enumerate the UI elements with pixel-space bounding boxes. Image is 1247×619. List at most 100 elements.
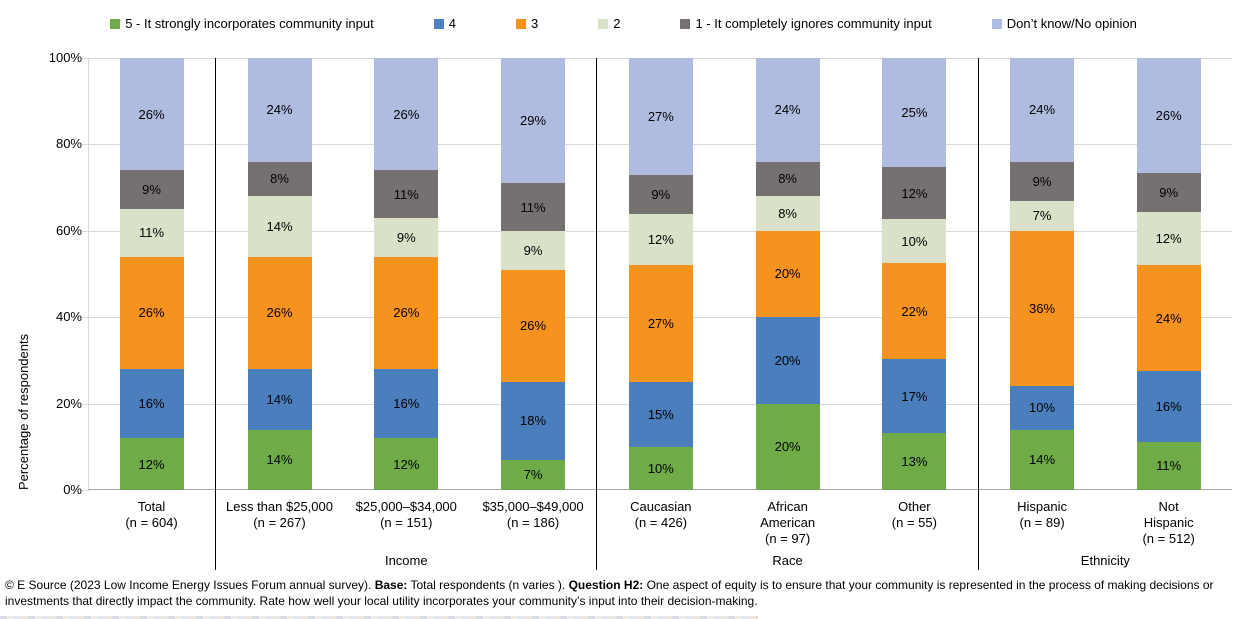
- bar-slot: 14% 14% 26% 14% 8% 24% Less than $25,000 (n = 2…: [216, 57, 343, 531]
- footnote-text: One aspect of equity is to ensure that y…: [5, 578, 1214, 608]
- bar-slot: 7% 18% 26% 9% 11% 29% $35,000–$49,000 (n = 186): [470, 58, 597, 531]
- bar-segment-label: 12%: [1155, 231, 1182, 247]
- chart-section-income: 14% 14% 26% 14% 8% 24% Less than $25,000 (n = 2…: [215, 57, 597, 570]
- bar-segment: 26%: [119, 256, 184, 370]
- bar-segment: 36%: [1010, 230, 1075, 387]
- bar-segment: 20%: [755, 230, 820, 318]
- bar-segment-label: 20%: [774, 266, 801, 282]
- bar-segment: 14%: [247, 429, 312, 490]
- bar-segment-label: 26%: [138, 305, 165, 321]
- bar-segment-label: 9%: [1159, 184, 1179, 200]
- bar-segment-label: 14%: [266, 391, 293, 407]
- bar-segment-label: 12%: [647, 231, 674, 247]
- bar-segment-label: 7%: [1032, 208, 1052, 224]
- bar-slot: 13% 17% 22% 10% 12% 25% Other (n = 55): [851, 57, 978, 547]
- bar-segment: 24%: [247, 57, 312, 162]
- legend-swatch-icon: [680, 18, 691, 29]
- bar-segment-label: 27%: [647, 108, 674, 124]
- stacked-bar: 11% 16% 24% 12% 9% 26%: [1136, 58, 1201, 490]
- bar-segment: 9%: [1010, 161, 1075, 201]
- bar-segment-label: 9%: [651, 186, 671, 202]
- bar-segment-label: 26%: [138, 106, 165, 122]
- bar-segment-label: 10%: [647, 460, 674, 476]
- cropped-content-strip: [0, 616, 758, 619]
- bar-segment: 18%: [501, 382, 566, 460]
- y-tick-label: 0%: [63, 482, 82, 497]
- bar-segment-label: 11%: [139, 225, 165, 241]
- legend-item: 5 - It strongly incorporates community i…: [110, 16, 374, 31]
- y-tick-label: 20%: [55, 395, 82, 411]
- footnote-bold-text: Base:: [374, 578, 408, 592]
- bar-slot: 11% 16% 24% 12% 9% 26% Not Hispanic (n = 512): [1105, 58, 1232, 547]
- bar-segment: 8%: [755, 196, 820, 231]
- bar-segment: 24%: [1010, 58, 1075, 162]
- bar-segment-label: 7%: [523, 467, 543, 483]
- y-axis-tickmark: [82, 317, 89, 319]
- bar-segment: 24%: [1136, 265, 1201, 371]
- legend-swatch-icon: [110, 18, 121, 29]
- bar-segment-label: 16%: [138, 396, 165, 412]
- bar-segment: 27%: [628, 265, 693, 382]
- bar-segment: 12%: [1136, 212, 1201, 266]
- bar-segment: 7%: [501, 459, 566, 490]
- group-label: Income: [384, 553, 428, 568]
- legend-swatch-icon: [515, 18, 526, 29]
- bar-segment-label: 16%: [1155, 398, 1182, 414]
- bar-slot: 12% 16% 26% 9% 11% 26% $25,000–$34,000 (n = 151…: [343, 58, 470, 531]
- bar-segment: 25%: [882, 57, 947, 168]
- bar-segment: 14%: [1010, 429, 1075, 490]
- group-label: Race: [772, 553, 803, 568]
- bar-segment: 17%: [882, 359, 947, 434]
- bar-segment: 15%: [628, 382, 693, 447]
- stacked-bar: 20% 20% 20% 8% 8% 24%: [755, 57, 820, 490]
- category-label: $25,000–$34,000 (n = 151): [355, 499, 457, 530]
- bar-segment: 29%: [501, 58, 566, 184]
- bar-segment-label: 8%: [778, 206, 797, 221]
- y-axis-ticks: 100% 80% 60% 40% 20% 0%: [34, 50, 82, 497]
- y-axis-tickmark: [82, 58, 89, 59]
- category-label: Less than $25,000 (n = 267): [226, 499, 333, 530]
- bar-slot: 20% 20% 20% 8% 8% 24% African American (n = 97): [724, 57, 851, 547]
- bar-segment: 10%: [882, 219, 947, 264]
- category-label: African American (n = 97): [760, 499, 816, 546]
- bar-segment: 8%: [247, 161, 312, 197]
- category-label: Hispanic (n = 89): [1017, 499, 1067, 530]
- bar-segment-label: 9%: [142, 182, 161, 198]
- stacked-bar: 13% 17% 22% 10% 12% 25%: [882, 57, 947, 490]
- legend-swatch-icon: [433, 18, 444, 29]
- bar-segment: 14%: [247, 196, 312, 257]
- chart-section-race: 10% 15% 27% 12% 9% 27% Caucasian (n = 426) 20% 20…: [596, 57, 978, 570]
- legend-label: 5 - It strongly incorporates community i…: [125, 16, 374, 31]
- bar-segment: 16%: [374, 369, 439, 439]
- bar-segment-label: 9%: [523, 242, 543, 258]
- chart-section-ethnicity: 14% 10% 36% 7% 9% 24% Hispanic (n = 89) 11% 16% 24…: [977, 58, 1232, 570]
- bar-segment-label: 10%: [1029, 400, 1056, 416]
- bar-slot: 14% 10% 36% 7% 9% 24% Hispanic (n = 89): [979, 58, 1106, 547]
- bar-segment-label: 14%: [266, 218, 293, 234]
- legend-item: 2: [598, 16, 620, 31]
- bar-segment-label: 26%: [393, 106, 420, 122]
- legend-swatch-icon: [991, 18, 1002, 29]
- bar-segment: 9%: [1136, 172, 1201, 213]
- bar-segment-label: 36%: [1029, 301, 1056, 317]
- bar-segment-label: 17%: [901, 388, 928, 404]
- stacked-bar: 12% 16% 26% 11% 9% 26%: [119, 58, 184, 490]
- legend-label: 4: [448, 16, 456, 31]
- bar-segment: 27%: [628, 58, 693, 175]
- legend-swatch-icon: [598, 18, 609, 29]
- legend-item: Don’t know/No opinion: [991, 16, 1137, 31]
- legend-item: 3: [515, 16, 538, 31]
- y-axis-tickmark: [82, 403, 89, 405]
- bar-segment: 12%: [628, 213, 693, 266]
- bar-segment-label: 14%: [1029, 452, 1056, 468]
- bar-segment: 12%: [374, 438, 439, 490]
- footnote-bold-text: Question H2:: [568, 578, 644, 592]
- bar-segment-label: 22%: [901, 303, 928, 319]
- bar-segment-label: 29%: [520, 113, 547, 129]
- bar-segment-label: 10%: [901, 233, 928, 249]
- legend-label: 2: [613, 16, 621, 31]
- bar-segment-label: 8%: [778, 171, 797, 187]
- bar-segment: 7%: [1010, 200, 1075, 231]
- bar-slot: 10% 15% 27% 12% 9% 27% Caucasian (n = 426): [597, 58, 724, 547]
